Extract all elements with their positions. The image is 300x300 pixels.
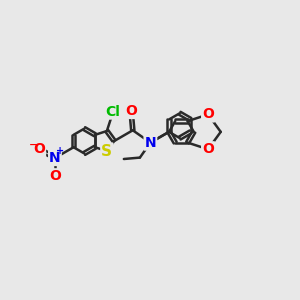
Text: N: N bbox=[49, 151, 61, 165]
Text: Cl: Cl bbox=[106, 105, 121, 118]
Text: O: O bbox=[202, 107, 214, 122]
Text: +: + bbox=[56, 146, 64, 156]
Text: O: O bbox=[202, 142, 214, 156]
Text: O: O bbox=[125, 104, 137, 118]
Text: O: O bbox=[33, 142, 45, 156]
Text: N: N bbox=[145, 136, 156, 150]
Text: S: S bbox=[101, 144, 112, 159]
Text: −: − bbox=[29, 140, 38, 149]
Text: O: O bbox=[49, 169, 61, 183]
